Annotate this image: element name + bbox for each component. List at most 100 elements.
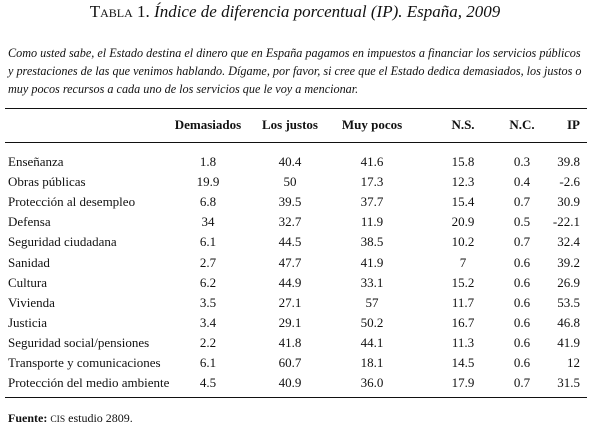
rule: [5, 142, 587, 143]
row-label: Protección al desempleo: [8, 194, 136, 210]
cell-value: 18.1: [360, 355, 384, 370]
cell-value: 46.8: [557, 314, 580, 330]
cell-value: 44.1: [360, 334, 384, 350]
cell-value: 16.7: [451, 314, 475, 330]
footer-org: CIS: [50, 415, 66, 425]
cell-value: -2.6: [559, 174, 580, 190]
cell-value: 10.2: [451, 234, 475, 250]
cell-value: 7: [459, 254, 467, 270]
table-number: Tabla 1.: [89, 2, 150, 21]
cell-value: 0.6: [513, 334, 531, 350]
cell-value: 44.5: [278, 234, 302, 250]
cell-value: 27.1: [278, 294, 302, 310]
cell-value: 11.3: [451, 334, 475, 350]
cell-value: 41.9: [557, 334, 580, 350]
cell-value: 39.5: [278, 194, 302, 210]
cell-value: 15.2: [451, 274, 475, 290]
cell-value: 6.1: [199, 355, 217, 370]
row-label: Cultura: [8, 274, 47, 290]
cell-value: 40.4: [278, 154, 302, 169]
cell-value: 0.7: [513, 375, 531, 391]
title: Tabla 1. Índice de diferencia porcentual…: [0, 2, 590, 22]
cell-value: 20.9: [451, 214, 475, 230]
cell-value: 1.8: [199, 154, 217, 169]
row-label: Seguridad social/pensiones: [8, 334, 150, 350]
cell-value: 6.1: [199, 234, 217, 250]
cell-value: 36.0: [360, 375, 384, 391]
cell-value: 11.7: [451, 294, 475, 310]
cell-value: 39.8: [557, 154, 580, 169]
cell-value: 53.5: [557, 294, 580, 310]
cell-value: 0.7: [513, 194, 531, 210]
cell-value: 30.9: [557, 194, 580, 210]
cell-value: 2.2: [199, 334, 217, 350]
cell-value: 14.5: [451, 355, 475, 370]
cell-value: 0.4: [513, 174, 531, 190]
cell-value: 41.8: [278, 334, 302, 350]
cell-value: 41.6: [360, 154, 384, 169]
cell-value: 17.9: [451, 375, 475, 391]
cell-value: 0.3: [513, 154, 531, 169]
cell-value: 6.8: [199, 194, 217, 210]
footer-text: estudio 2809.: [68, 411, 133, 425]
cell-value: 12: [567, 355, 580, 370]
cell-value: 37.7: [360, 194, 384, 210]
column-header: Muy pocos: [341, 117, 403, 132]
cell-value: 12.3: [451, 174, 475, 190]
column-header: Los justos: [262, 117, 318, 132]
cell-value: 31.5: [557, 375, 580, 391]
title-text: Índice de diferencia porcentual (IP). Es…: [154, 2, 501, 21]
cell-value: 34: [201, 214, 215, 230]
cell-value: -22.1: [552, 214, 580, 230]
cell-value: 44.9: [278, 274, 302, 290]
cell-value: 0.7: [513, 234, 531, 250]
cell-value: 33.1: [360, 274, 384, 290]
row-label: Obras públicas: [8, 174, 86, 190]
cell-value: 50.2: [360, 314, 384, 330]
cell-value: 26.9: [557, 274, 580, 290]
row-label: Enseñanza: [8, 154, 64, 169]
cell-value: 32.4: [557, 234, 580, 250]
row-label: Defensa: [8, 214, 51, 230]
column-header: N.S.: [451, 117, 475, 132]
cell-value: 40.9: [278, 375, 302, 391]
cell-value: 0.6: [513, 294, 531, 310]
row-label: Seguridad ciudadana: [8, 234, 117, 250]
cell-value: 57: [365, 294, 379, 310]
row-label: Sanidad: [8, 254, 50, 270]
column-header: IP: [567, 117, 580, 132]
footer: Fuente: CIS estudio 2809.: [8, 411, 133, 426]
rule: [5, 108, 587, 109]
column-header: Demasiados: [174, 117, 242, 132]
footer-label: Fuente:: [8, 411, 48, 425]
cell-value: 0.6: [513, 314, 531, 330]
row-label: Protección del medio ambiente: [8, 375, 170, 391]
cell-value: 17.3: [360, 174, 384, 190]
column-header: N.C.: [509, 117, 535, 132]
row-label: Transporte y comunicaciones: [8, 355, 161, 370]
cell-value: 2.7: [199, 254, 217, 270]
cell-value: 32.7: [278, 214, 302, 230]
cell-value: 15.4: [451, 194, 475, 210]
note: Como usted sabe, el Estado destina el di…: [8, 46, 582, 96]
cell-value: 0.6: [513, 355, 531, 370]
cell-value: 19.9: [196, 174, 220, 190]
cell-value: 6.2: [199, 274, 217, 290]
row-label: Justicia: [8, 314, 47, 330]
cell-value: 0.6: [513, 274, 531, 290]
cell-value: 3.4: [199, 314, 217, 330]
rule: [5, 397, 587, 398]
cell-value: 38.5: [360, 234, 384, 250]
cell-value: 0.5: [513, 214, 531, 230]
cell-value: 47.7: [278, 254, 302, 270]
cell-value: 15.8: [451, 154, 475, 169]
cell-value: 60.7: [278, 355, 302, 370]
cell-value: 50: [283, 174, 297, 190]
cell-value: 0.6: [513, 254, 531, 270]
cell-value: 11.9: [360, 214, 384, 230]
row-label: Vivienda: [8, 294, 55, 310]
cell-value: 4.5: [199, 375, 217, 391]
cell-value: 29.1: [278, 314, 302, 330]
cell-value: 39.2: [557, 254, 580, 270]
